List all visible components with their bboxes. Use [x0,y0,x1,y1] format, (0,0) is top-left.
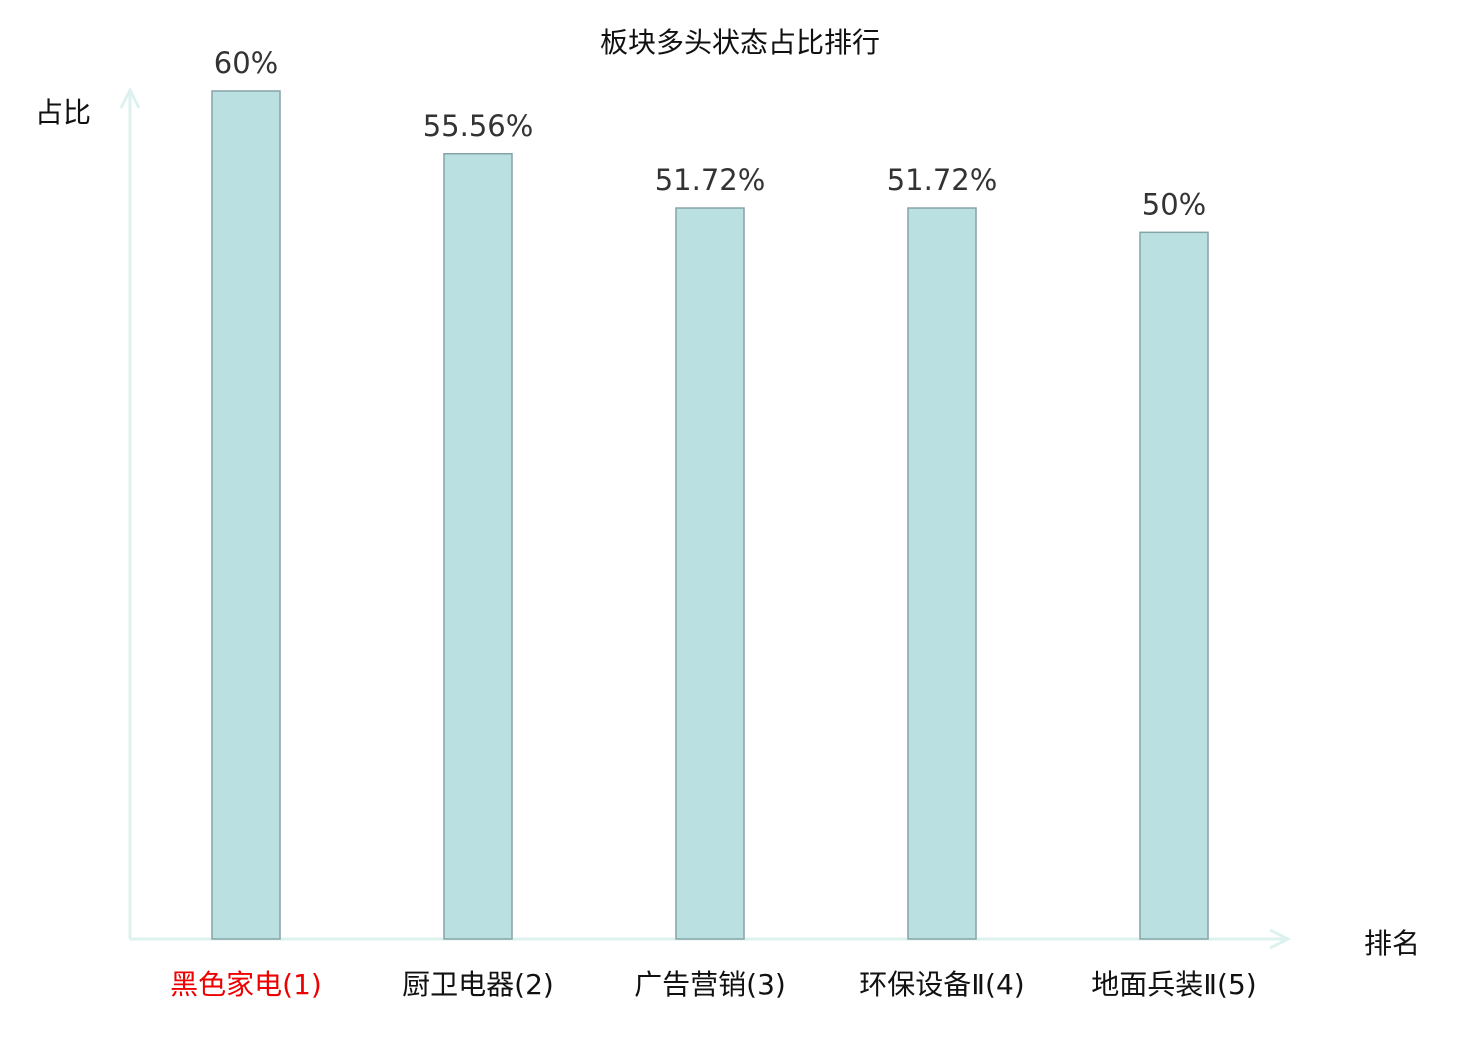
x-tick-label: 广告营销(3) [634,968,786,1001]
x-tick-label: 地面兵装Ⅱ(5) [1091,968,1256,1001]
x-tick-label: 厨卫电器(2) [402,968,554,1001]
x-tick-label: 黑色家电(1) [170,968,322,1001]
bar [675,207,745,940]
y-axis-label: 占比 [35,96,91,129]
x-axis-label: 排名 [1364,927,1420,960]
x-axis-arrow-icon [1269,928,1292,950]
data-label: 51.72% [887,163,998,197]
bar [907,207,977,940]
x-tick-label: 环保设备Ⅱ(4) [859,968,1024,1001]
data-label: 60% [214,46,278,80]
data-label: 50% [1142,187,1206,221]
chart-title: 板块多头状态占比排行 [600,26,880,59]
data-label: 51.72% [655,163,766,197]
bar [443,153,513,940]
y-axis-arrow-icon [119,86,141,109]
bar [1139,231,1209,940]
bar [211,90,281,940]
data-label: 55.56% [423,109,534,143]
